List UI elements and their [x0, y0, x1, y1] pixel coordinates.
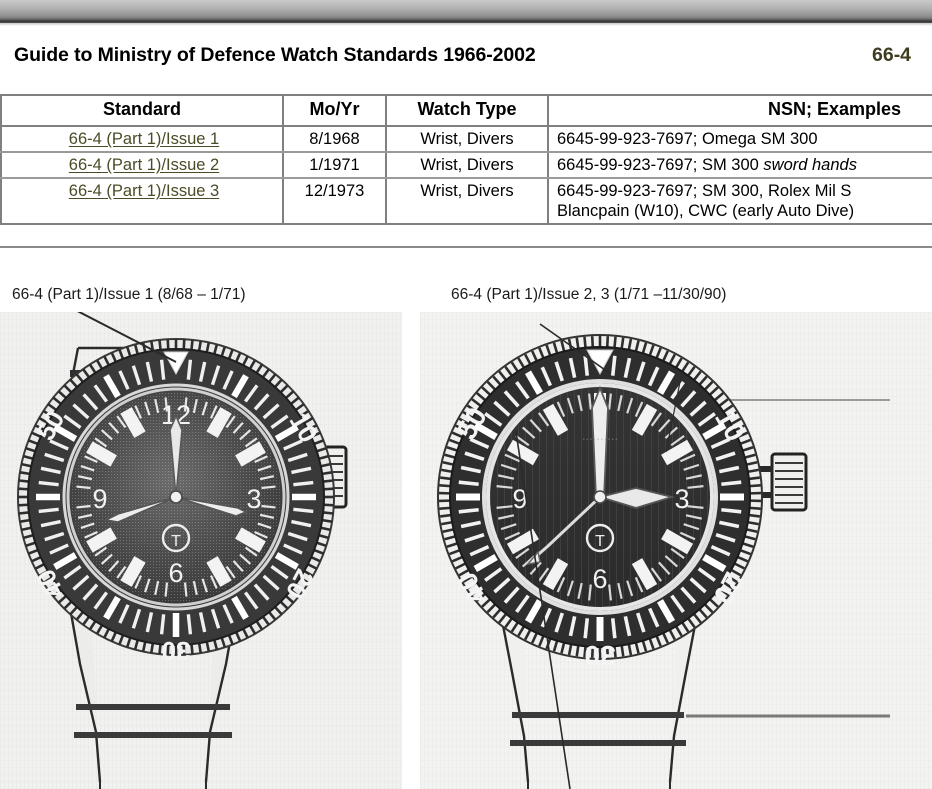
- hands-pinion-left: [169, 490, 183, 504]
- table-row: 66-4 (Part 1)/Issue 1 8/1968 Wrist, Dive…: [0, 125, 932, 154]
- watch-illustration-right: 10 20 30 40 50 3 6 9 T: [437, 323, 890, 789]
- cell-standard: 66-4 (Part 1)/Issue 2: [0, 152, 284, 180]
- nsn-italic: sword hands: [763, 156, 857, 175]
- hour-hand-left: [169, 413, 183, 498]
- nsn-text: 6645-99-923-7697; SM 300: [557, 156, 764, 175]
- dial-numeral-6: 6: [592, 564, 607, 594]
- watch-diagram-issue-1: 10 20 30 40 50 12 3 6 9: [0, 312, 402, 789]
- cell-standard: 66-4 (Part 1)/Issue 3: [0, 178, 284, 226]
- bezel-numeral-30: 30: [162, 636, 191, 666]
- dial-numeral-6: 6: [168, 558, 183, 588]
- leader-line-left: [77, 312, 177, 363]
- cell-moyr: 12/1973: [282, 178, 387, 226]
- cell-moyr: 1/1971: [282, 152, 387, 180]
- standard-link[interactable]: 66-4 (Part 1)/Issue 1: [68, 129, 220, 148]
- table-row: 66-4 (Part 1)/Issue 2 1/1971 Wrist, Dive…: [0, 152, 932, 180]
- dial-tritium-t-mark-left: T: [161, 523, 191, 553]
- bezel-ticks-left: [36, 359, 316, 637]
- dial-numeral-3: 3: [246, 484, 261, 514]
- table-bottom-rule: [0, 246, 932, 248]
- column-header-moyr: Mo/Yr: [282, 94, 387, 127]
- column-header-standard: Standard: [0, 94, 284, 127]
- cell-standard: 66-4 (Part 1)/Issue 1: [0, 125, 284, 154]
- bezel-numeral-30: 30: [584, 640, 615, 671]
- figure-captions: 66-4 (Part 1)/Issue 1 (8/68 – 1/71) 66-4…: [0, 286, 932, 308]
- nsn-text: 6645-99-923-7697; SM 300, Rolex Mil S: [557, 182, 852, 201]
- watch-illustration-left: 10 20 30 40 50 12 3 6 9: [17, 312, 348, 789]
- document-header: Guide to Ministry of Defence Watch Stand…: [0, 44, 932, 80]
- dial-numerals-left: 12 3 6 9: [92, 400, 261, 588]
- dial-hour-markers-right: [496, 393, 704, 601]
- nsn-text-second-line: Blancpain (W10), CWC (early Auto Dive): [557, 202, 855, 221]
- figure-caption-left: 66-4 (Part 1)/Issue 1 (8/68 – 1/71): [12, 286, 246, 303]
- minute-hand-right: [596, 487, 676, 509]
- watch-diagram-issue-2-3: 10 20 30 40 50 3 6 9 T: [420, 312, 932, 789]
- leader-line-right-bottom: [515, 431, 571, 789]
- dial-tritium-t-mark-right: T: [585, 523, 615, 553]
- column-header-watch-type: Watch Type: [385, 94, 549, 127]
- column-header-nsn: NSN; Examples: [547, 94, 932, 127]
- dial-numeral-9: 9: [92, 484, 107, 514]
- cell-nsn: 6645-99-923-7697; Omega SM 300: [547, 125, 932, 154]
- dial-numeral-3: 3: [674, 484, 689, 514]
- page-title: Guide to Ministry of Defence Watch Stand…: [14, 44, 536, 66]
- cell-watch-type: Wrist, Divers: [385, 152, 549, 180]
- figure-area: 10 20 30 40 50 12 3 6 9: [0, 312, 932, 789]
- watch-case-knurling-left: [18, 339, 334, 655]
- standards-table: Standard Mo/Yr Watch Type NSN; Examples …: [0, 94, 932, 226]
- leader-line-right-top: [539, 323, 609, 373]
- nsn-text: 6645-99-923-7697; Omega SM 300: [557, 129, 818, 148]
- table-row: 66-4 (Part 1)/Issue 3 12/1973 Wrist, Div…: [0, 178, 932, 226]
- dial-mark-letter: T: [171, 533, 181, 550]
- cell-watch-type: Wrist, Divers: [385, 125, 549, 154]
- watch-case-knurling-right: [439, 336, 761, 658]
- cell-nsn: 6645-99-923-7697; SM 300, Rolex Mil S Bl…: [547, 178, 932, 226]
- standard-link[interactable]: 66-4 (Part 1)/Issue 3: [68, 182, 220, 201]
- dial-numerals-right: 3 6 9: [512, 484, 689, 594]
- window-toolbar-edge: [0, 0, 932, 23]
- cell-nsn: 6645-99-923-7697; SM 300 sword hands: [547, 152, 932, 180]
- second-hand-tip-right: [526, 550, 541, 566]
- second-hand-left: [103, 496, 177, 523]
- toolbar-shadow: [0, 23, 932, 26]
- header-standard-code: 66-4: [872, 44, 912, 66]
- dial-brand-text: ..........: [582, 428, 618, 443]
- dial-hour-markers-left: [76, 397, 276, 597]
- dial-mark-letter: T: [595, 533, 605, 550]
- table-header-row: Standard Mo/Yr Watch Type NSN; Examples: [0, 94, 932, 127]
- cell-watch-type: Wrist, Divers: [385, 178, 549, 226]
- watch-hands-right: [526, 385, 676, 566]
- watch-crown-right: [758, 452, 808, 512]
- leader-line-right-side: [665, 371, 683, 453]
- bezel-triangle-left: [163, 351, 189, 376]
- bezel-ticks-right: [456, 355, 744, 641]
- figure-caption-right: 66-4 (Part 1)/Issue 2, 3 (1/71 –11/30/90…: [451, 286, 727, 303]
- standard-link[interactable]: 66-4 (Part 1)/Issue 2: [68, 156, 220, 175]
- hands-pinion-right: [593, 490, 607, 504]
- watch-hands-left: [103, 413, 248, 523]
- standards-table-container: Standard Mo/Yr Watch Type NSN; Examples …: [0, 94, 932, 226]
- dial-numeral-9: 9: [512, 484, 527, 514]
- minute-hand-left: [175, 496, 248, 517]
- cell-moyr: 8/1968: [282, 125, 387, 154]
